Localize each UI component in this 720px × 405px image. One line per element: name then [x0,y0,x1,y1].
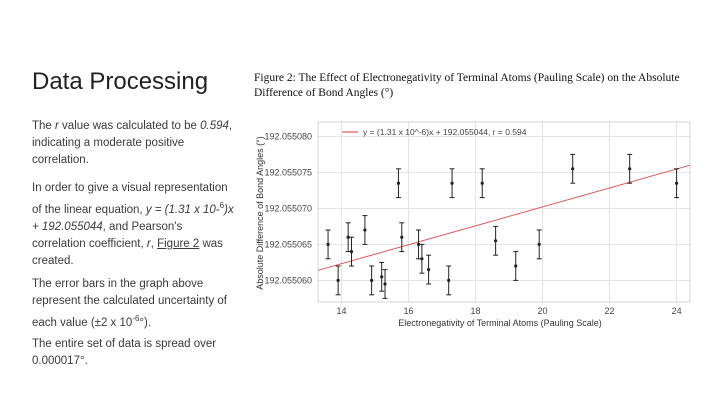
data-point [426,268,431,272]
paragraph-r-value: The r value was calculated to be 0.594, … [32,118,238,169]
y-tick-label: 192.055065 [264,239,312,249]
data-point [370,278,374,282]
x-axis-label: Electronegativity of Terminal Atoms (Pau… [398,318,601,328]
data-point [628,167,632,171]
paragraph-error-bars: The error bars in the graph above repres… [32,276,238,332]
legend-label: y = (1.31 x 10^-6)x + 192.055044, r = 0.… [363,127,527,137]
data-point [380,275,384,279]
p3-text-a: The error bars in the graph above repres… [32,278,227,329]
p2-text-d: was created. [32,237,223,267]
x-tick-label: 22 [605,306,615,316]
y-tick-label: 192.055060 [264,275,312,285]
x-tick-labels: 14 16 18 20 22 24 [336,306,681,316]
x-tick-label: 18 [471,306,481,316]
y-tick-labels: 192.055060 192.055065 192.055070 192.055075… [264,131,312,285]
data-point [494,239,498,243]
p2-equation-part1: y = (1.31 x 10- [145,203,220,216]
p3-text-b: °). [139,316,152,329]
y-tick-label: 192.055070 [264,203,312,213]
p1-r-value: 0.594 [200,120,229,132]
paragraph-data-spread: The entire set of data is spread over 0.… [32,338,217,367]
p1-text-c: , indicating a moderate positive correla… [32,120,233,166]
data-point [571,167,575,171]
p2-equation-part2: )x + 192.055044 [32,203,234,233]
data-point [674,181,679,185]
fit-line [317,164,691,271]
x-tick-label: 20 [538,306,548,316]
data-point [416,242,421,246]
y-axis-label: Absolute Difference of Bond Angles (°) [255,136,265,290]
p1-r-symbol: r [55,120,59,132]
data-point [537,242,541,246]
p2-r-symbol: r [146,237,151,250]
grid-layer [317,121,691,303]
p1-text-a: The [32,120,56,132]
p2-equation-exponent: 6 [219,201,225,210]
data-point [514,264,518,268]
slide-title: Data Processing [32,68,209,95]
data-point [480,181,484,185]
data-point [346,235,350,239]
data-point [447,278,451,282]
figure-caption: Figure 2: The Effect of Electronegativit… [254,72,680,99]
p2-text-c: , [150,237,158,250]
x-tick-label: 14 [336,306,346,316]
plot-frame [317,121,691,303]
fit-layer [317,164,691,271]
points-layer [325,153,680,299]
data-point [363,228,367,232]
p1-text-b: value was calculated to be [58,120,201,132]
data-point [349,250,354,254]
data-point [450,181,454,185]
scatter-chart: 192.055060 192.055065 192.055070 192.055075… [255,121,691,328]
p2-text-b: , and Pearson's correlation coefficient, [32,220,183,250]
x-tick-label: 24 [672,306,682,316]
figure-2-link[interactable]: Figure 2 [157,237,200,250]
p3-exponent: -6 [132,314,140,323]
data-point [326,242,330,246]
data-point [400,235,404,239]
legend: y = (1.31 x 10^-6)x + 192.055044, r = 0.… [342,127,527,137]
data-point [420,257,424,261]
y-tick-label: 192.055075 [264,167,312,177]
data-point [396,181,401,185]
p2-text-a: In order to give a visual representation… [32,182,228,216]
paragraph-linear-equation: In order to give a visual representation… [32,180,238,270]
data-point [383,282,387,286]
data-point [336,278,340,282]
x-tick-label: 16 [403,306,413,316]
y-tick-label: 192.055080 [264,131,312,141]
